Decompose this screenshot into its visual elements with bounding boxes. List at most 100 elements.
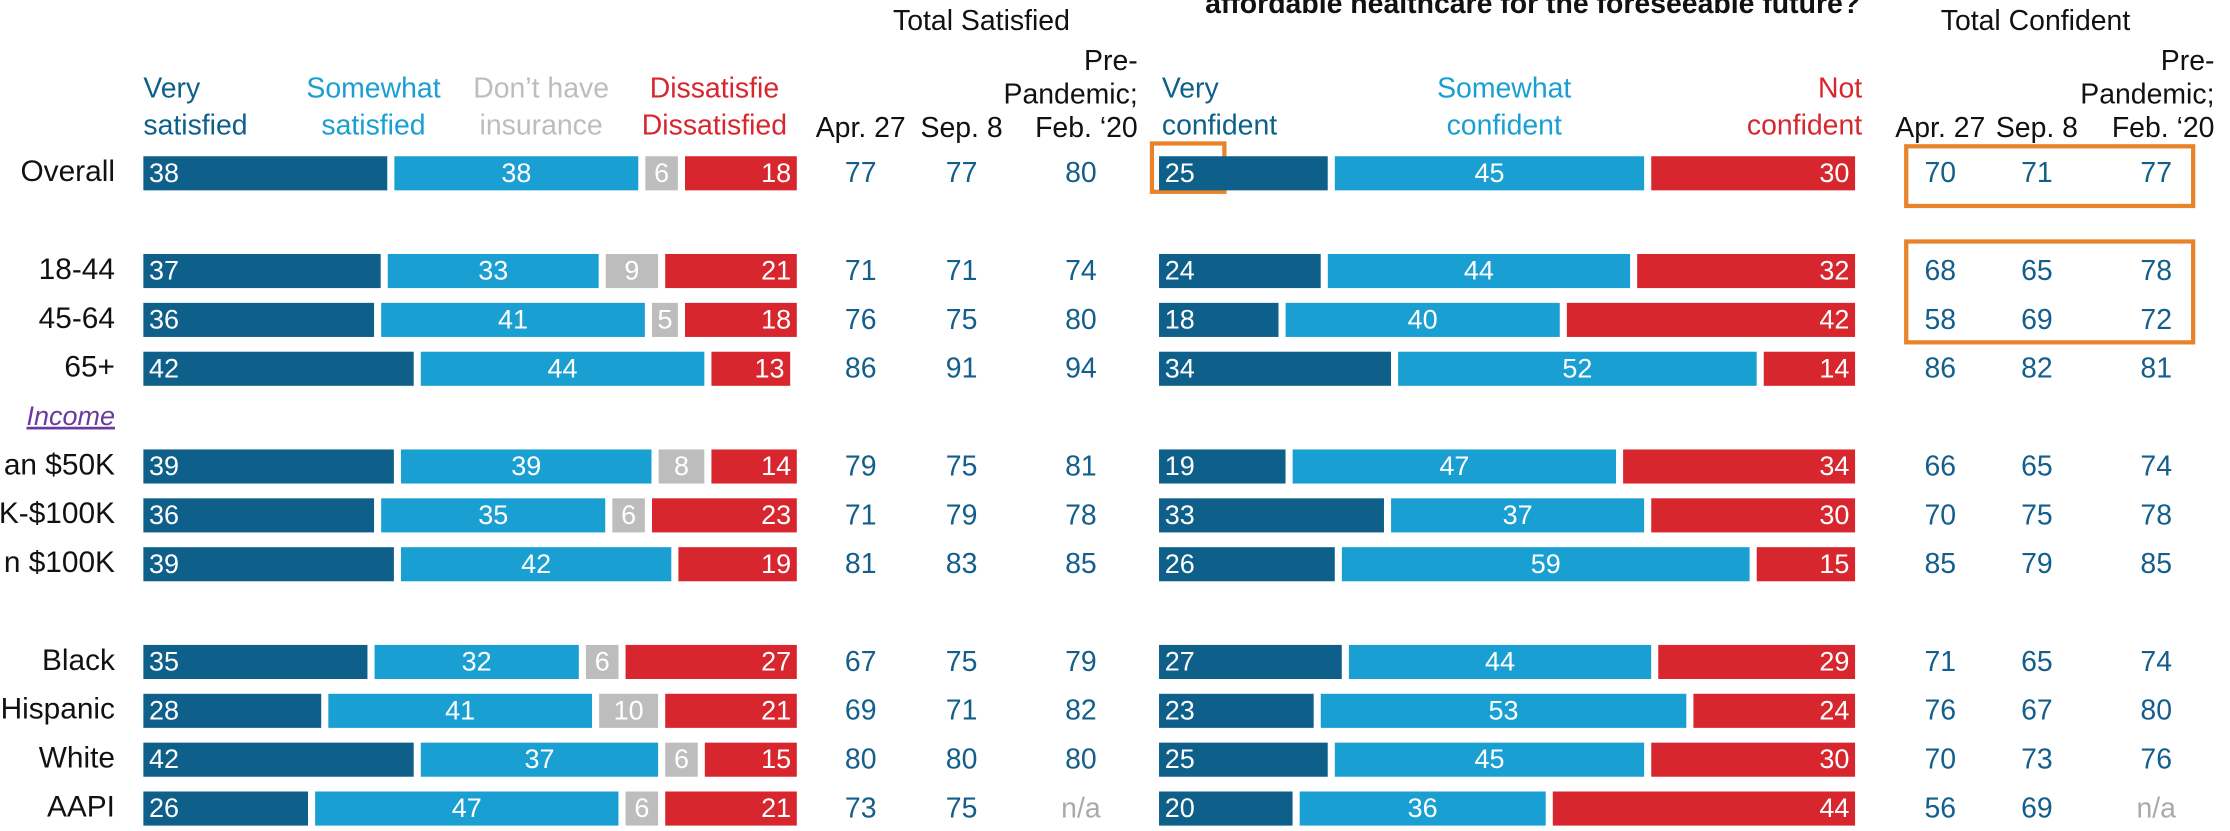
row-label: an $50K [4,448,115,481]
bar-label: 37 [524,744,554,774]
table-cell: n/a [2136,792,2176,824]
bar-label: 5 [657,304,672,334]
bar-segment [374,644,579,680]
table-cell: 79 [1065,646,1097,678]
table-cell: 86 [845,353,877,385]
bar-label: 37 [1503,500,1533,530]
table-cell: 81 [845,548,877,580]
table-cell: 76 [2140,744,2172,776]
bar-segment [1159,693,1314,728]
bar-segment [394,156,639,191]
bar-segment [1159,791,1293,826]
table-cell: 68 [1925,255,1957,287]
table-cell: 75 [946,304,978,336]
bar-segment [143,449,394,484]
row-label: K-$100K [0,497,115,530]
table-cell: 73 [845,792,877,824]
bar-segment [1334,742,1645,777]
bar-label: 35 [478,500,508,530]
table-cell: 80 [1065,157,1097,189]
table-cell: 71 [845,499,877,531]
bar-label: 42 [149,744,179,774]
highlight-box [1904,144,2196,209]
table-cell: 91 [946,353,978,385]
column-header: Pandemic; [1004,78,1138,110]
table-cell: 73 [2021,744,2053,776]
bar-label: 52 [1562,353,1592,383]
bar-segment [1159,644,1342,680]
bar-label: 6 [595,647,610,677]
bar-segment [143,253,381,289]
bar-segment [143,644,368,680]
bar-segment [1552,791,1856,826]
bar-label: 36 [149,500,179,530]
bar-label: 44 [1819,793,1849,823]
bar-label: 18 [761,158,791,188]
table-cell: 67 [845,646,877,678]
bar-segment [1398,351,1757,386]
bar-segment [605,253,659,289]
bar-label: 47 [1439,451,1469,481]
bar-segment [1693,693,1856,728]
group-label: Income [27,401,115,431]
bar-label: 18 [1165,304,1195,334]
bar-segment [685,302,797,337]
table-cell: 70 [1925,744,1957,776]
table-cell: 69 [2021,792,2053,824]
table-cell: 71 [2021,157,2053,189]
table-cell: 67 [2021,695,2053,727]
bar-label: 32 [1819,256,1849,286]
bar-label: 44 [1464,256,1494,286]
table-cell: 80 [845,744,877,776]
bar-segment [143,791,309,826]
table-cell: 85 [2140,548,2172,580]
bar-segment [645,156,678,191]
bar-label: 24 [1819,695,1849,725]
bar-label: 45 [1474,158,1504,188]
table-cell: 81 [1065,450,1097,482]
row-label: White [39,742,115,775]
bar-segment [1658,644,1856,680]
bar-label: 38 [149,158,179,188]
legend-label: Don’t have insurance [473,72,609,141]
bar-label: 34 [1819,451,1849,481]
bar-label: 6 [674,744,689,774]
bar-segment [1292,449,1617,484]
bar-label: 41 [445,695,475,725]
table-cell: 71 [845,255,877,287]
table-cell: 79 [845,450,877,482]
table-cell: 83 [946,548,978,580]
bar-segment [1159,449,1286,484]
bar-segment [711,449,797,484]
bar-label: 36 [149,304,179,334]
bar-label: 42 [1819,304,1849,334]
table-cell: 80 [1065,304,1097,336]
table-cell: 82 [2021,353,2053,385]
table-cell: 77 [2140,157,2172,189]
bar-segment [143,498,375,533]
bar-segment [1159,302,1279,337]
table-cell: 80 [1065,744,1097,776]
table-cell: 75 [2021,499,2053,531]
table-cell: 75 [946,450,978,482]
bar-label: 30 [1819,500,1849,530]
table-cell: 74 [1065,255,1097,287]
table-cell: 82 [1065,695,1097,727]
bar-segment [665,791,797,826]
bar-label: 32 [462,647,492,677]
legend-label: Somewhat confident [1437,72,1571,141]
bar-segment [612,498,645,533]
bar-segment [143,693,322,728]
bar-segment [1763,351,1856,386]
bar-segment [1159,351,1392,386]
bar-label: 33 [1165,500,1195,530]
bar-segment [143,302,375,337]
bar-segment [1651,742,1856,777]
row-label: 18-44 [39,253,115,286]
bar-segment [143,351,414,386]
bar-segment [1334,156,1645,191]
bar-segment [381,498,606,533]
row-label: Hispanic [1,693,115,726]
bar-label: 21 [761,256,791,286]
row-label: 65+ [64,351,115,384]
